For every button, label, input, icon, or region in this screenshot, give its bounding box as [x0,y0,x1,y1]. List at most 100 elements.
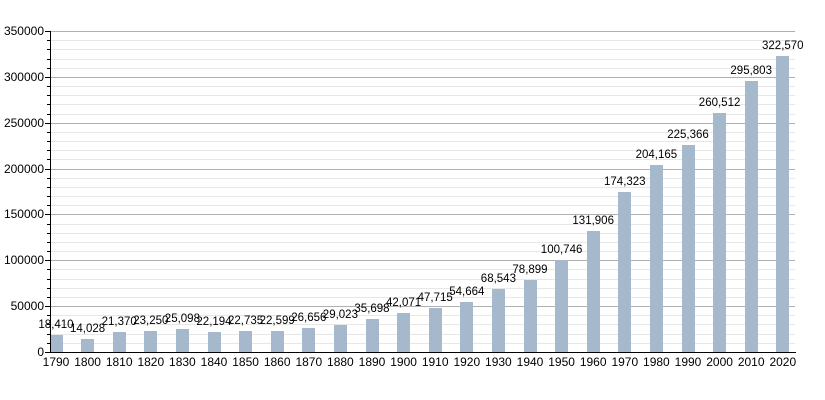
major-gridline [50,76,795,78]
y-axis-tick [47,177,50,179]
minor-gridline [50,67,795,69]
minor-gridline [50,269,795,271]
x-axis-year-label: 1910 [421,355,449,369]
minor-gridline [50,40,795,42]
y-axis-tick [47,241,50,243]
y-axis-tick [47,86,50,88]
y-axis-tick [47,58,50,60]
bar-1890 [365,319,379,352]
x-axis-year-label: 1870 [295,355,323,369]
bar-value-label: 14,028 [70,323,106,336]
bar-1940 [523,279,537,352]
x-axis-year-label: 1890 [358,355,386,369]
bar-1970 [618,192,632,352]
bar-1880 [333,325,347,352]
y-axis-tick [47,49,50,51]
y-axis-tick [47,95,50,97]
bar-value-label: 100,746 [540,243,583,256]
bar-1800 [81,339,95,352]
y-axis-tick-label: 300000 [3,69,44,84]
x-axis-year-label: 1820 [137,355,165,369]
x-axis-year-label: 1970 [611,355,639,369]
y-axis-tick [47,296,50,298]
bar-value-label: 22,194 [196,315,232,328]
x-axis-year-label: 1840 [200,355,228,369]
minor-gridline [50,342,795,344]
y-axis-tick [47,67,50,69]
minor-gridline [50,177,795,179]
y-axis-tick [47,315,50,317]
major-gridline [50,122,795,124]
y-axis-tick [47,40,50,42]
x-axis-line [50,352,796,353]
y-axis-tick-label: 350000 [3,24,44,38]
minor-gridline [50,296,795,298]
y-axis-tick [47,278,50,280]
x-axis-year-label: 1790 [42,355,70,369]
bar-value-label: 18,410 [38,319,74,332]
x-axis-year-label: 1810 [105,355,133,369]
x-axis-year-label: 1960 [579,355,607,369]
bar-value-label: 42,071 [386,297,422,310]
y-axis-tick [47,269,50,271]
x-axis-year-label: 1920 [453,355,481,369]
minor-gridline [50,196,795,198]
bar-value-label: 25,098 [164,312,200,325]
y-axis-line [50,31,51,353]
y-axis-tick [45,76,50,78]
minor-gridline [50,287,795,289]
minor-gridline [50,58,795,60]
x-axis-year-label: 1990 [674,355,702,369]
minor-gridline [50,278,795,280]
bar-1960 [586,231,600,352]
minor-gridline [50,205,795,207]
major-gridline [50,214,795,216]
bar-1990 [681,145,695,352]
bar-2000 [713,113,727,352]
x-axis-year-label: 1940 [516,355,544,369]
bar-1870 [302,327,316,352]
y-axis-tick [47,186,50,188]
bar-value-label: 225,366 [667,129,709,142]
x-axis-year-label: 1930 [485,355,512,369]
bar-value-label: 47,715 [417,292,453,305]
y-axis-tick-label: 250000 [3,115,44,130]
y-axis-tick [47,342,50,344]
minor-gridline [50,251,795,253]
major-gridline [50,168,795,170]
bar-1900 [397,313,411,352]
x-axis-year-label: 1950 [548,355,575,369]
bar-1930 [491,289,505,352]
y-axis-tick [47,141,50,143]
bar-1950 [555,259,569,352]
x-axis-year-label: 2020 [769,355,797,369]
y-axis-tick [45,168,50,170]
y-axis-tick-label: 150000 [3,207,44,222]
bar-value-label: 23,250 [133,314,169,327]
y-axis-tick [47,287,50,289]
y-axis-tick [47,113,50,115]
bar-1830 [175,328,189,352]
y-axis-tick [45,31,50,32]
bar-1850 [239,331,253,352]
minor-gridline [50,223,795,225]
y-axis-tick [47,333,50,335]
y-axis-tick [47,104,50,106]
x-axis-year-label: 1980 [643,355,670,369]
y-axis-tick [45,214,50,216]
minor-gridline [50,324,795,326]
bar-value-label: 29,023 [322,309,358,322]
y-axis-tick [47,251,50,253]
bar-1980 [649,164,663,352]
minor-gridline [50,113,795,115]
x-axis-year-label: 1860 [263,355,291,369]
minor-gridline [50,232,795,234]
bar-1860 [270,331,284,352]
major-gridline [50,260,795,262]
bar-value-label: 260,512 [698,97,741,110]
minor-gridline [50,150,795,152]
minor-gridline [50,104,795,106]
bar-2020 [776,56,790,352]
bar-value-label: 54,664 [449,285,485,298]
